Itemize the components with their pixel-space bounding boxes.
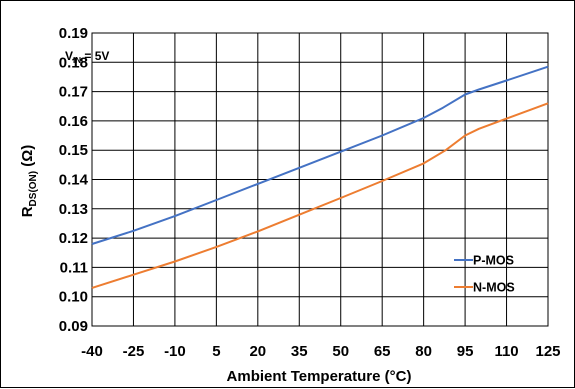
x-tick-label: 110 bbox=[494, 343, 518, 360]
y-tick-label: 0.09 bbox=[59, 318, 88, 335]
x-tick-label: 80 bbox=[415, 343, 432, 360]
x-tick-label: 5 bbox=[212, 343, 220, 360]
vin-annotation-main: V bbox=[65, 49, 73, 63]
vin-annotation-rest: = 5V bbox=[81, 49, 109, 63]
y-tick-label: 0.15 bbox=[59, 142, 88, 159]
vin-annotation: VIN = 5V bbox=[65, 49, 109, 65]
y-tick-label: 0.12 bbox=[59, 230, 88, 247]
x-tick-label: 20 bbox=[249, 343, 266, 360]
y-tick-label: 0.14 bbox=[59, 172, 89, 189]
x-tick-label: 50 bbox=[332, 343, 349, 360]
y-axis-label-main: R bbox=[19, 206, 36, 217]
y-tick-label: 0.10 bbox=[59, 289, 88, 306]
x-axis-label: Ambient Temperature (°C) bbox=[227, 368, 412, 385]
x-tick-label: 125 bbox=[535, 343, 560, 360]
x-tick-labels: -40 -25 -10 5 20 35 50 65 80 95 110 125 bbox=[81, 343, 560, 360]
series-line-n-mos bbox=[91, 102, 549, 289]
y-tick-label: 0.19 bbox=[59, 25, 88, 42]
x-tick-label: 95 bbox=[457, 343, 474, 360]
y-tick-label: 0.11 bbox=[60, 259, 88, 276]
legend-label-n-mos: N-MOS bbox=[473, 281, 515, 295]
x-tick-label: -10 bbox=[164, 343, 186, 360]
y-tick-label: 0.18 bbox=[59, 54, 88, 71]
y-tick-label: 0.17 bbox=[59, 84, 88, 101]
y-axis-label-unit: (Ω) bbox=[19, 145, 36, 171]
vin-annotation-sub: IN bbox=[73, 56, 81, 65]
x-tick-label: -25 bbox=[123, 343, 145, 360]
y-axis-label-sub: DS(ON) bbox=[28, 171, 39, 207]
y-tick-label: 0.13 bbox=[59, 201, 88, 218]
x-tick-label: 65 bbox=[374, 343, 391, 360]
x-tick-label: 35 bbox=[291, 343, 308, 360]
y-axis-label: RDS(ON) (Ω) bbox=[19, 145, 39, 218]
plot-area-border bbox=[91, 32, 549, 327]
y-tick-labels: 0.09 0.10 0.11 0.12 0.13 0.14 0.15 0.16 0.17 0.18… bbox=[59, 25, 89, 335]
legend-label-p-mos: P-MOS bbox=[473, 254, 514, 268]
grid-lines bbox=[91, 32, 549, 327]
x-tick-label: -40 bbox=[81, 343, 103, 360]
legend: P-MOS N-MOS bbox=[454, 254, 515, 295]
series-lines bbox=[91, 65, 549, 289]
y-tick-label: 0.16 bbox=[59, 113, 88, 130]
series-line-p-mos bbox=[91, 65, 549, 245]
